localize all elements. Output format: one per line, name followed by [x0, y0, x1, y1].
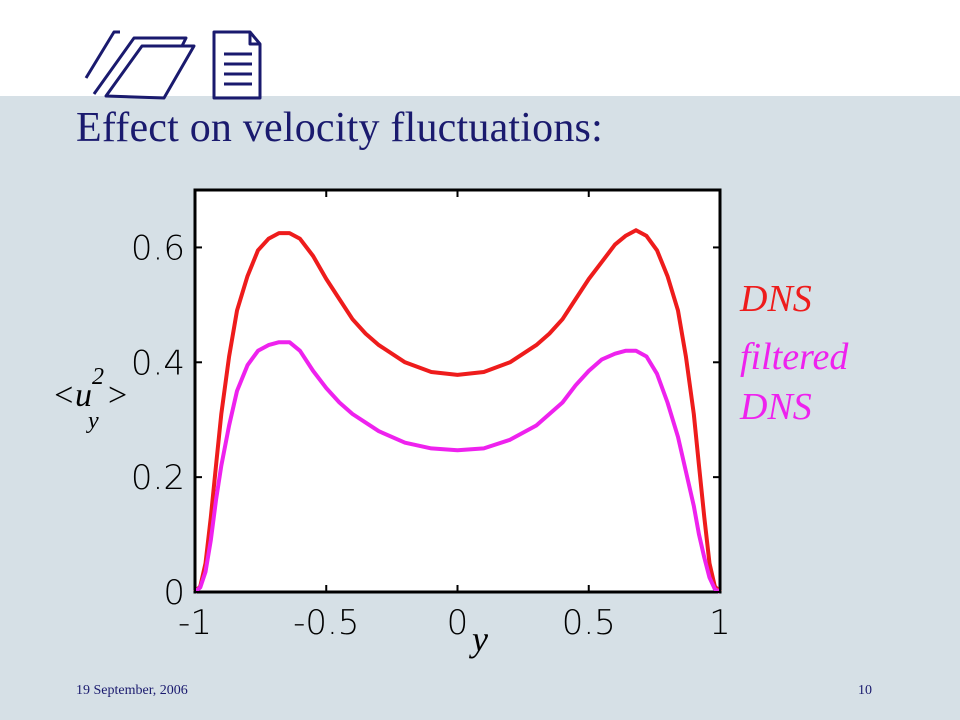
x-tick-label: 1	[709, 603, 731, 643]
y-tick-label: 0.4	[131, 343, 185, 383]
legend-filtered-dns: DNS	[740, 386, 812, 428]
legend-dns: DNS	[740, 278, 812, 320]
plot-frame	[193, 188, 722, 594]
series-line-filtered-dns	[193, 340, 721, 594]
folder-document-icon	[84, 30, 262, 100]
footer-date: 19 September, 2006	[76, 683, 188, 698]
slide-title: Effect on velocity fluctuations:	[76, 105, 603, 151]
y-tick-label: 0.2	[131, 458, 185, 498]
x-tick-label: 0	[447, 603, 469, 643]
x-axis-label: y	[469, 619, 488, 659]
y-axis-label-sub: y	[86, 408, 99, 434]
x-tick-label: 0.5	[562, 603, 616, 643]
x-tick-label: -0.5	[293, 603, 359, 643]
y-axis-label-sup: 2	[92, 364, 104, 390]
series-line-dns	[193, 228, 722, 594]
ticks-layer: -1 -0.5 0 0.5 1 0 0.2 0.4 0.6	[131, 190, 731, 643]
y-tick-label: 0.6	[131, 228, 185, 268]
legend-filtered: filtered	[740, 336, 849, 378]
y-axis-label: <u 2 y >	[52, 364, 127, 434]
y-tick-label: 0	[163, 573, 185, 613]
series-layer	[193, 228, 722, 594]
plot-area	[193, 188, 722, 594]
x-tick-label: -1	[178, 603, 212, 643]
y-axis-label-base: <u	[52, 377, 92, 414]
y-axis-label-close: >	[108, 377, 127, 414]
page-number: 10	[858, 683, 872, 698]
